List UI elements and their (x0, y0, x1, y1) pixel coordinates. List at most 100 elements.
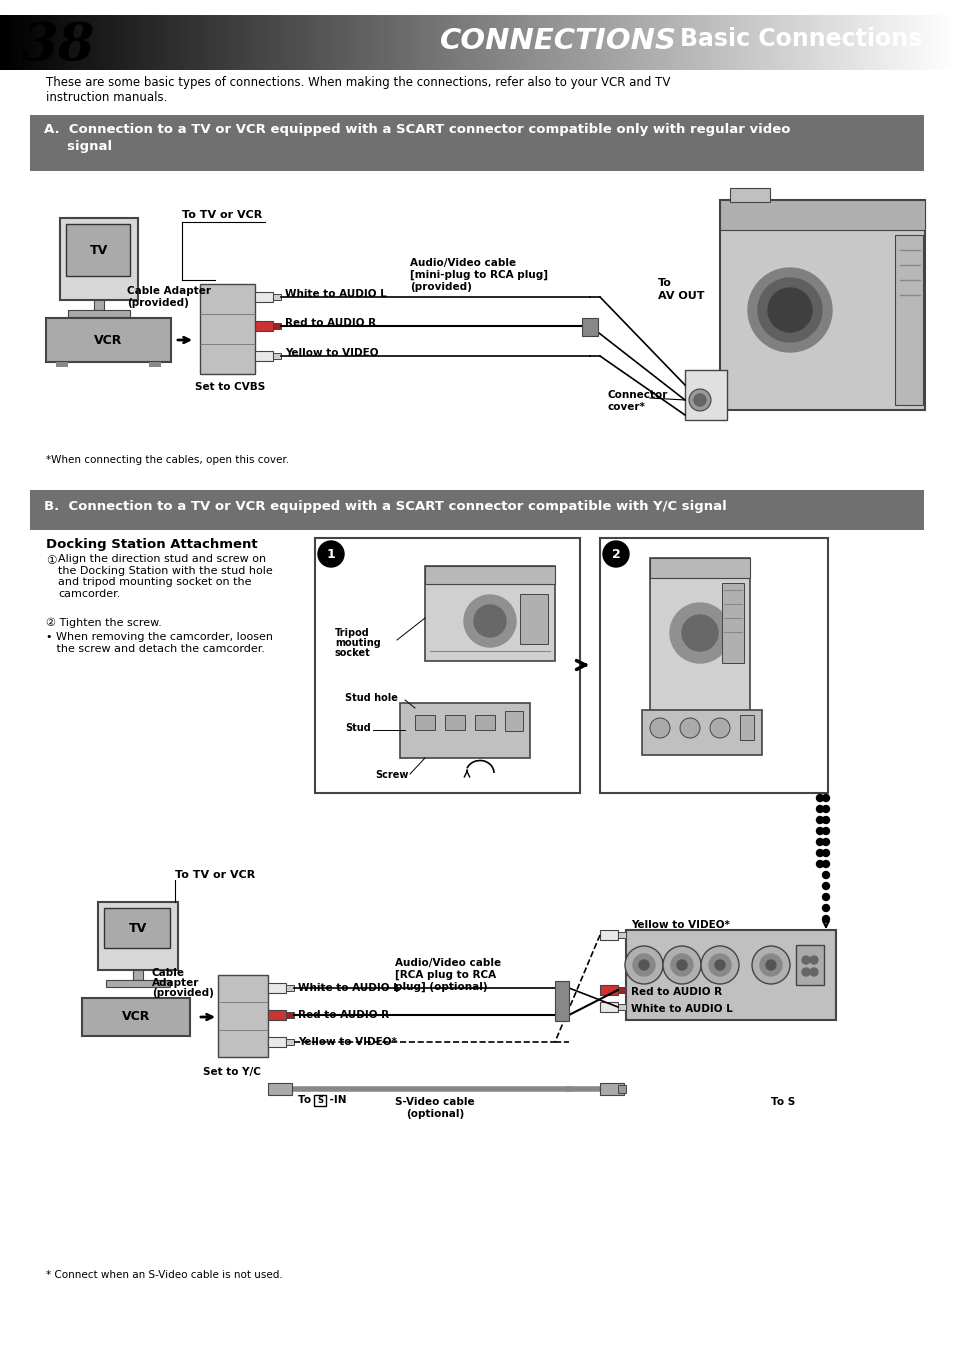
Bar (232, 15, 236, 70)
Bar (150, 15, 153, 70)
Bar (667, 15, 671, 70)
Bar (893, 15, 897, 70)
Text: Set to Y/C: Set to Y/C (203, 1066, 260, 1077)
Bar (121, 15, 125, 70)
Bar (0, 15, 4, 70)
Polygon shape (767, 289, 811, 332)
Bar (540, 15, 544, 70)
Bar (391, 15, 395, 70)
Bar (894, 234, 923, 405)
Bar (172, 15, 175, 70)
Bar (410, 15, 414, 70)
Text: To TV or VCR: To TV or VCR (174, 870, 255, 879)
Bar (222, 15, 227, 70)
Bar (455, 15, 458, 70)
Text: Cable: Cable (152, 967, 185, 978)
Text: Tripod: Tripod (335, 627, 370, 638)
Circle shape (474, 604, 505, 637)
Text: To: To (297, 1095, 314, 1104)
Circle shape (688, 389, 710, 411)
Bar (753, 15, 757, 70)
Bar (375, 15, 379, 70)
Bar (193, 15, 198, 70)
Bar (705, 15, 709, 70)
Bar (693, 15, 697, 70)
Circle shape (821, 871, 828, 878)
Bar (64, 15, 68, 70)
Bar (133, 15, 137, 70)
Bar (731, 15, 735, 70)
Bar (798, 15, 801, 70)
Bar (289, 15, 294, 70)
Bar (327, 15, 332, 70)
Bar (899, 15, 903, 70)
Bar (268, 1037, 286, 1047)
Bar (169, 15, 172, 70)
Bar (655, 15, 659, 70)
Bar (813, 15, 818, 70)
Bar (136, 15, 141, 70)
Bar (283, 15, 287, 70)
Bar (599, 1083, 623, 1095)
Bar (340, 15, 344, 70)
Bar (436, 15, 439, 70)
Bar (286, 985, 294, 991)
Bar (41, 15, 46, 70)
Bar (746, 15, 751, 70)
Bar (86, 15, 90, 70)
Bar (381, 15, 385, 70)
Text: signal: signal (44, 140, 112, 153)
Bar (795, 944, 823, 985)
Bar (922, 15, 925, 70)
Bar (254, 291, 273, 302)
Text: Connector: Connector (607, 390, 668, 400)
Circle shape (821, 850, 828, 856)
Bar (16, 15, 20, 70)
Bar (419, 15, 423, 70)
Bar (104, 908, 170, 948)
Bar (324, 15, 328, 70)
Bar (618, 1085, 625, 1093)
Bar (331, 15, 335, 70)
Circle shape (681, 615, 718, 650)
Bar (822, 15, 827, 70)
Bar (464, 15, 468, 70)
Bar (397, 15, 401, 70)
Text: White to AUDIO L: White to AUDIO L (630, 1004, 732, 1014)
Bar (286, 15, 290, 70)
Bar (114, 15, 118, 70)
Bar (515, 15, 518, 70)
Circle shape (639, 959, 648, 970)
Text: 1: 1 (326, 547, 335, 561)
Circle shape (821, 839, 828, 846)
Bar (355, 15, 360, 70)
Bar (858, 15, 862, 70)
Circle shape (670, 954, 692, 976)
Bar (483, 15, 487, 70)
Bar (407, 15, 411, 70)
Bar (486, 15, 490, 70)
Bar (98, 15, 103, 70)
Bar (946, 15, 951, 70)
Text: Screw: Screw (375, 770, 408, 780)
Bar (268, 1009, 286, 1020)
Bar (200, 15, 204, 70)
Bar (308, 15, 313, 70)
Bar (369, 15, 373, 70)
Bar (106, 980, 170, 986)
Bar (699, 15, 703, 70)
Bar (607, 15, 611, 70)
Bar (159, 15, 163, 70)
Bar (724, 15, 728, 70)
Bar (902, 15, 906, 70)
Text: ①: ① (46, 554, 56, 566)
Bar (235, 15, 239, 70)
Bar (60, 218, 138, 299)
Text: -IN: -IN (326, 1095, 346, 1104)
Bar (82, 999, 190, 1037)
Text: plug] (optional): plug] (optional) (395, 982, 487, 992)
Bar (70, 15, 74, 70)
Bar (203, 15, 208, 70)
Bar (715, 15, 719, 70)
Bar (31, 15, 36, 70)
